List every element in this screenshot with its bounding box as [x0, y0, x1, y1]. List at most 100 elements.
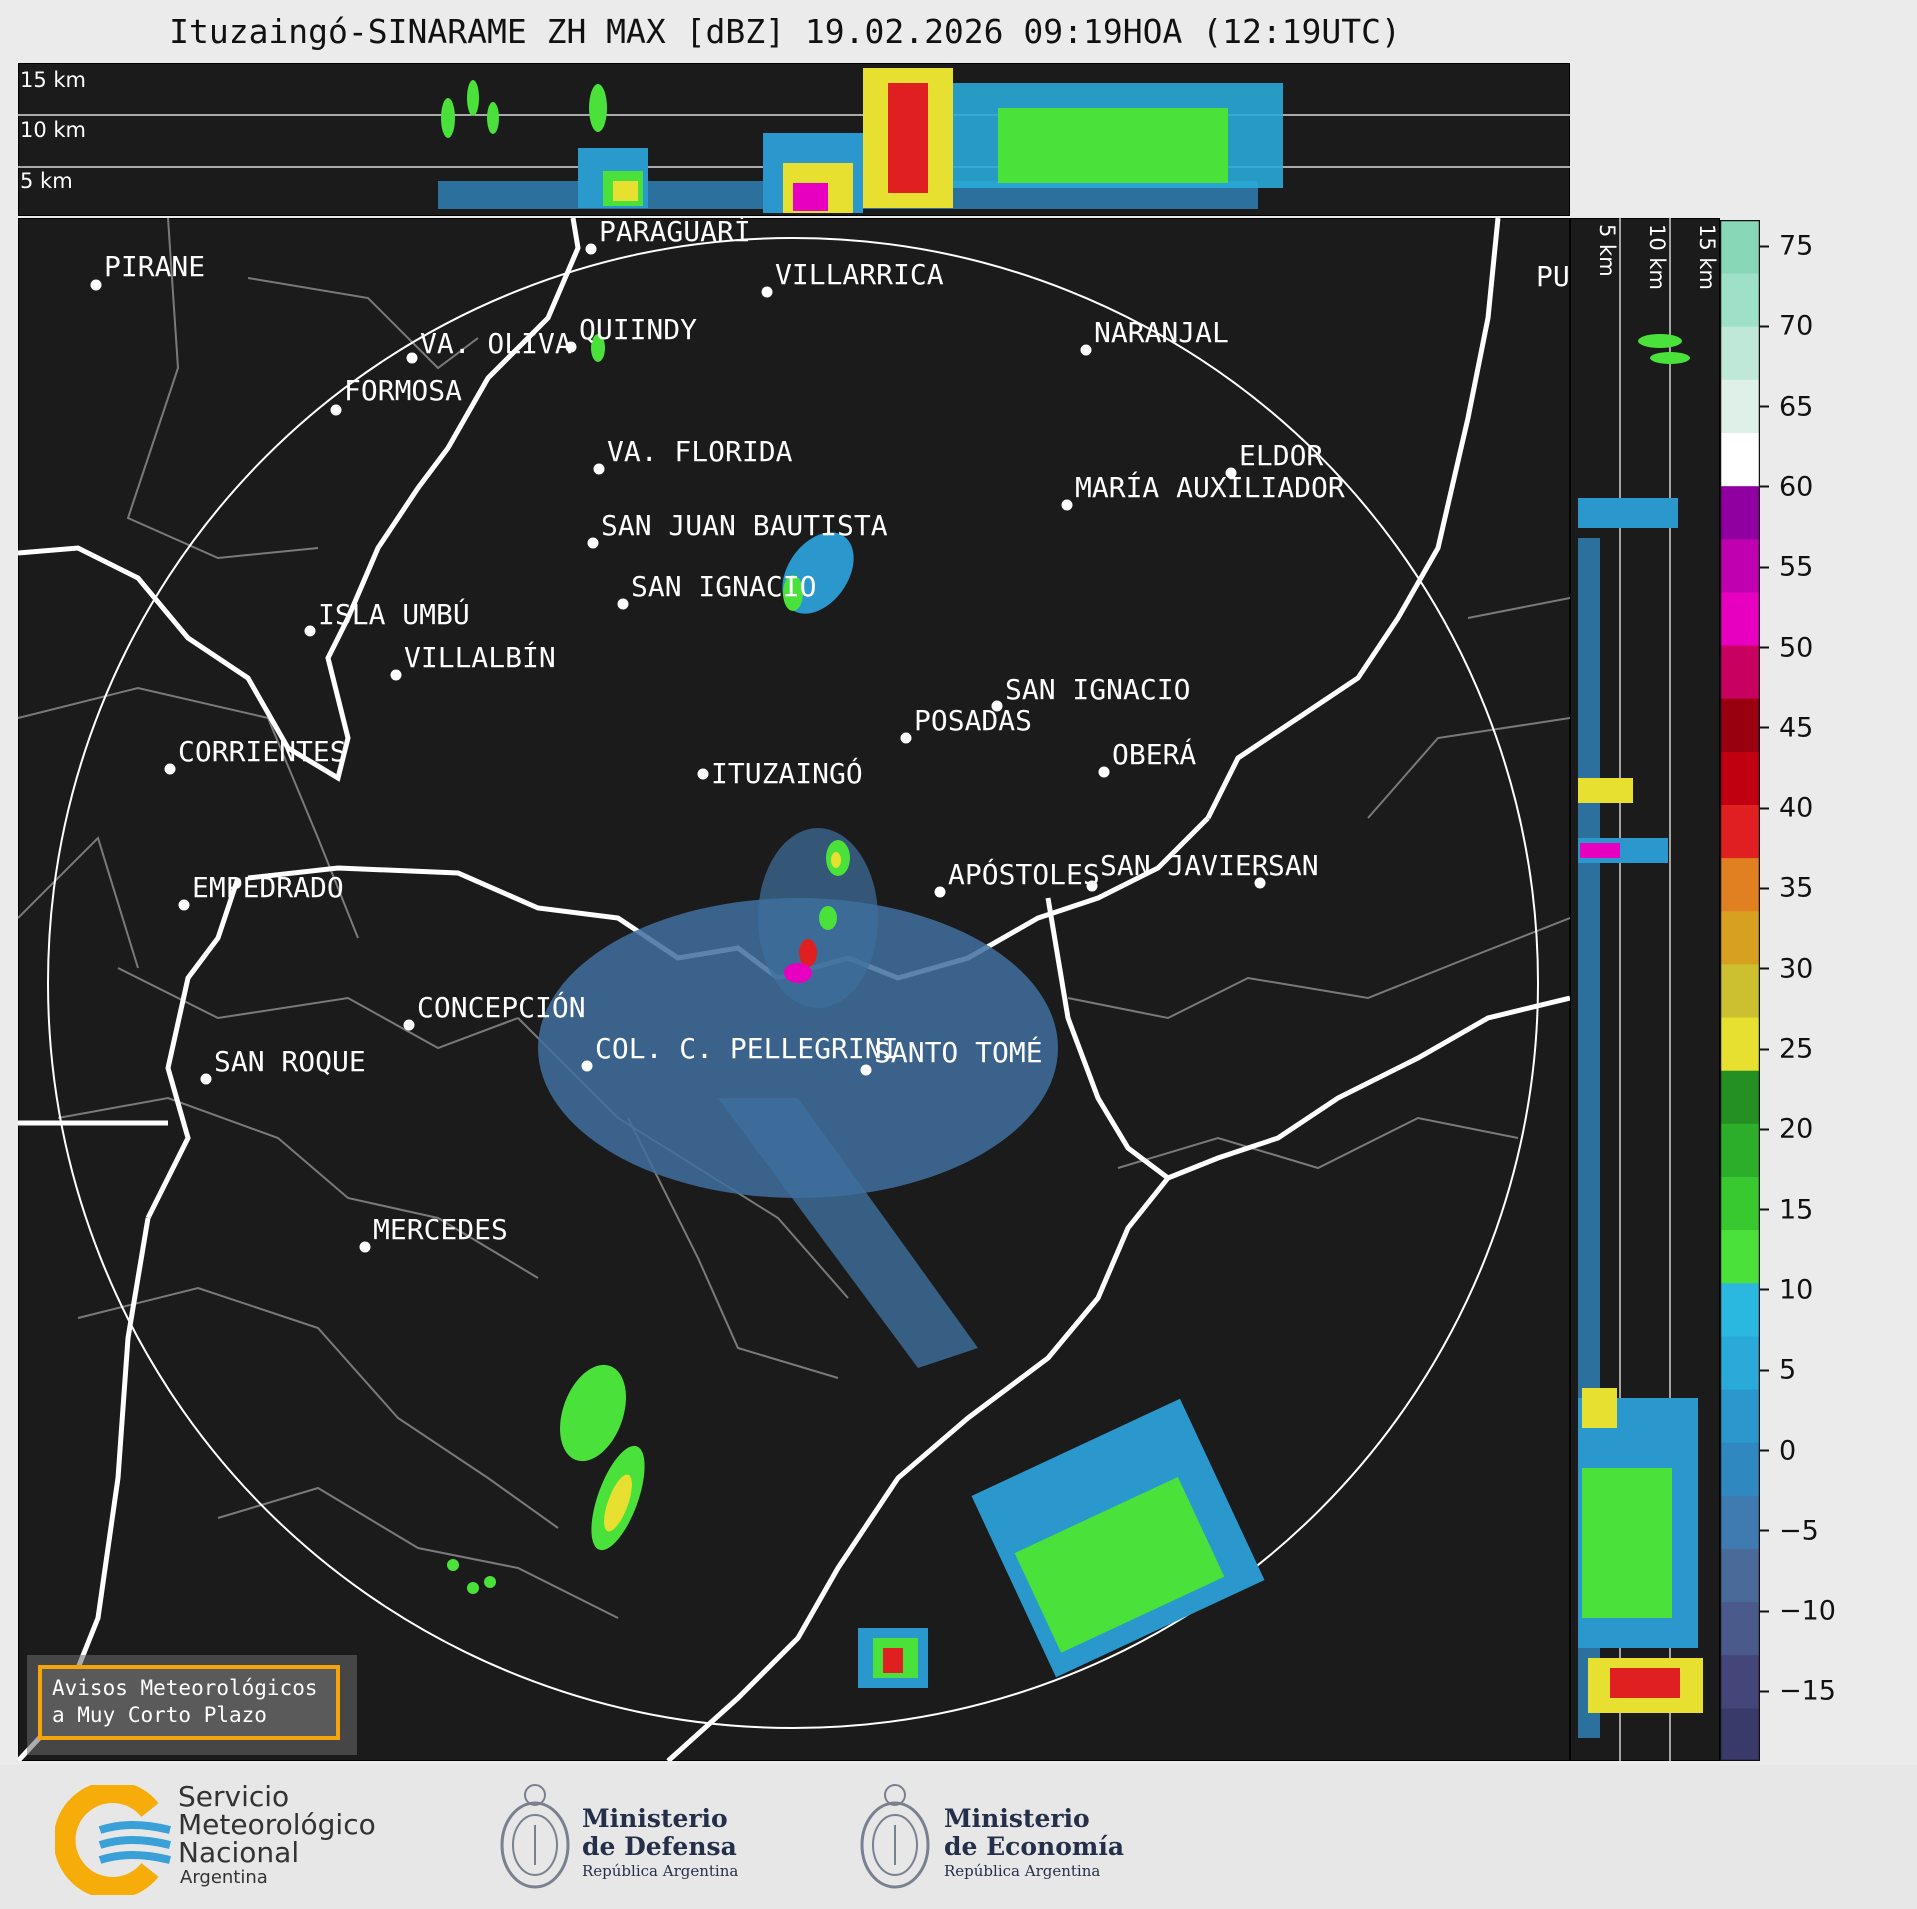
city-label: VILLARRICA — [775, 258, 944, 291]
colorbar-segment — [1720, 1176, 1760, 1231]
smn-line-4: Argentina — [180, 1867, 268, 1888]
city-label: CORRIENTES — [178, 735, 347, 768]
city-label: COL. C. PELLEGRINI — [595, 1032, 898, 1065]
colorbar-segment — [1720, 1442, 1760, 1496]
city-label: SANTO TOMÉ — [874, 1035, 1043, 1069]
colorbar-segment — [1720, 857, 1760, 912]
colorbar-segment — [1720, 326, 1760, 380]
colorbar-tick: −10 — [1760, 1596, 1836, 1627]
side-cross-section-panel: 5 km 10 km 15 km — [1570, 218, 1720, 1761]
colorbar-segment — [1720, 1017, 1760, 1071]
smn-line-2: Meteorológico — [178, 1808, 376, 1841]
top-cross-section-panel: 15 km 10 km 5 km — [18, 63, 1570, 216]
city-label: VA. FLORIDA — [607, 435, 793, 468]
colorbar-segment — [1720, 591, 1760, 646]
city-label: SAN IGNACIO — [631, 570, 816, 603]
city-label: ELDOR — [1239, 439, 1323, 472]
defensa-seal-icon — [500, 1784, 570, 1889]
smn-line-3: Nacional — [178, 1836, 300, 1869]
colorbar-tick: 45 — [1760, 712, 1813, 743]
colorbar-tick: 50 — [1760, 632, 1813, 663]
colorbar-segment — [1720, 1123, 1760, 1177]
city-label: OBERÁ — [1112, 737, 1196, 771]
defensa-line-3: República Argentina — [582, 1862, 739, 1880]
city-label: ISLA UMBÚ — [318, 597, 470, 631]
colorbar-segment — [1720, 538, 1760, 593]
colorbar-segment — [1720, 273, 1760, 327]
colorbar-tick: 15 — [1760, 1194, 1813, 1225]
defensa-line-2: de Defensa — [582, 1832, 737, 1861]
colorbar-segment — [1720, 1548, 1760, 1603]
city-label: VILLALBÍN — [404, 640, 556, 674]
economia-line-3: República Argentina — [944, 1862, 1101, 1880]
colorbar-tick: −15 — [1760, 1676, 1836, 1707]
colorbar-segment — [1720, 1282, 1760, 1337]
colorbar-segment — [1720, 432, 1760, 487]
page-title: Ituzaingó-SINARAME ZH MAX [dBZ] 19.02.20… — [169, 12, 1401, 51]
colorbar-segment — [1720, 804, 1760, 859]
footer: Servicio Meteorológico Nacional Argentin… — [0, 1765, 1917, 1909]
colorbar-ticks: 75 70 65 60 55 50 45 40 35 30 25 20 15 10 5 0 −5 −10 −15 — [1760, 220, 1880, 1761]
colorbar-tick: 65 — [1760, 391, 1813, 422]
colorbar-segment — [1720, 698, 1760, 752]
side-km-label-10: 10 km — [1645, 224, 1669, 290]
notice-line-1: Avisos Meteorológicos — [52, 1676, 318, 1700]
colorbar — [1720, 220, 1760, 1761]
city-label: MARÍA AUXILIADOR — [1075, 470, 1345, 504]
city-label: APÓSTOLES — [948, 857, 1100, 891]
colorbar-tick: 75 — [1760, 231, 1813, 262]
city-label: PARAGUARÍ — [599, 218, 751, 248]
colorbar-segment — [1720, 1335, 1760, 1390]
radar-echoes — [447, 334, 1265, 1688]
side-echo-band — [1578, 334, 1703, 1738]
defensa-name: Ministerio de Defensa República Argentin… — [582, 1805, 738, 1881]
colorbar-tick: 60 — [1760, 471, 1813, 502]
colorbar-tick: 40 — [1760, 793, 1813, 824]
city-label: POSADAS — [914, 704, 1032, 737]
side-km-label-15: 15 km — [1695, 224, 1719, 290]
city-label: FORMOSA — [344, 374, 462, 407]
city-label: SAN JAVIER — [1100, 849, 1269, 882]
colorbar-segment — [1720, 379, 1760, 434]
smn-name: Servicio Meteorológico Nacional Argentin… — [178, 1783, 376, 1889]
economia-line-1: Ministerio — [944, 1804, 1090, 1833]
top-km-label-5: 5 km — [20, 169, 73, 193]
top-km-label-10: 10 km — [20, 118, 86, 142]
city-label: MERCEDES — [373, 1213, 508, 1246]
colorbar-segment — [1720, 485, 1760, 540]
colorbar-segment — [1720, 645, 1760, 699]
city-label: ITUZAINGÓ — [711, 756, 863, 790]
colorbar-segment — [1720, 1654, 1760, 1709]
radar-map: PIRANE PARAGUARÍ VILLARRICA QUIINDY VA. … — [18, 218, 1570, 1761]
colorbar-tick: 55 — [1760, 552, 1813, 583]
city-label: PIRANE — [104, 250, 205, 283]
colorbar-tick: 70 — [1760, 311, 1813, 342]
economia-seal-icon — [860, 1784, 930, 1889]
colorbar-segment — [1720, 1707, 1760, 1761]
defensa-line-1: Ministerio — [582, 1804, 728, 1833]
city-label: SAN — [1268, 849, 1319, 882]
colorbar-tick: 5 — [1760, 1355, 1796, 1386]
notice-line-2: a Muy Corto Plazo — [52, 1703, 267, 1727]
colorbar-segment — [1720, 220, 1760, 274]
city-markers: PIRANE PARAGUARÍ VILLARRICA QUIINDY VA. … — [90, 218, 1570, 1253]
smn-line-1: Servicio — [178, 1780, 290, 1813]
smn-logo-icon — [55, 1785, 171, 1895]
notice-box: Avisos Meteorológicos a Muy Corto Plazo — [38, 1665, 340, 1740]
city-label: SAN ROQUE — [214, 1045, 366, 1078]
side-km-label-5: 5 km — [1595, 224, 1619, 277]
colorbar-segment — [1720, 1229, 1760, 1284]
city-label: NARANJAL — [1094, 316, 1229, 349]
city-label: CONCEPCIÓN — [417, 990, 586, 1024]
colorbar-segment — [1720, 910, 1760, 965]
colorbar-tick: 30 — [1760, 953, 1813, 984]
top-echo-band — [438, 68, 1283, 213]
colorbar-segment — [1720, 963, 1760, 1018]
city-label: VA. OLIVA — [420, 327, 572, 360]
colorbar-segment — [1720, 1389, 1760, 1443]
colorbar-tick: 20 — [1760, 1114, 1813, 1145]
economia-name: Ministerio de Economía República Argenti… — [944, 1805, 1124, 1881]
city-label: EMPEDRADO — [192, 871, 344, 904]
colorbar-segment — [1720, 751, 1760, 806]
colorbar-tick: 10 — [1760, 1274, 1813, 1305]
